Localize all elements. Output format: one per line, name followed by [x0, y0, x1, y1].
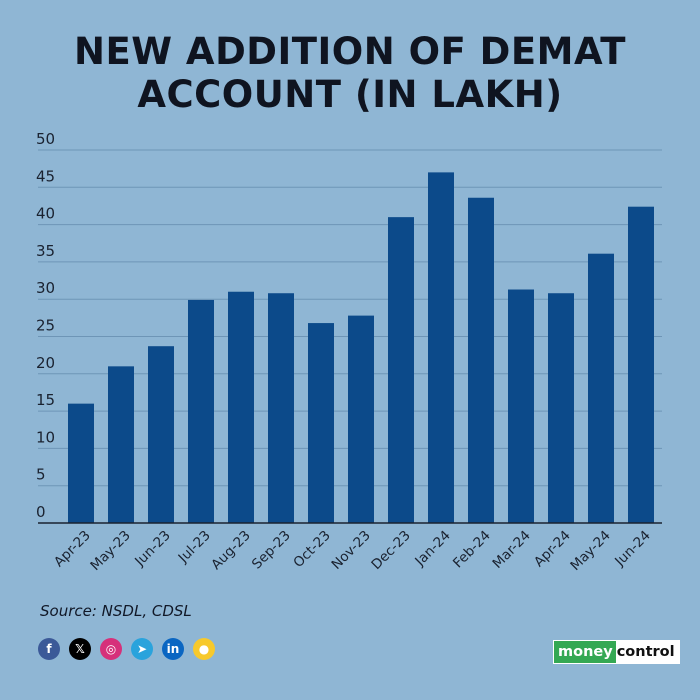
bars: [68, 172, 654, 524]
x-tick-label: Feb-24: [450, 528, 494, 572]
x-tick-label: Nov-23: [329, 528, 374, 573]
y-tick-label: 40: [36, 205, 55, 223]
y-axis-ticks: 0 5 10 15 20 25 30 35 40 45 50: [36, 130, 55, 521]
chart-title-line-2: ACCOUNT (IN LAKH): [137, 73, 563, 116]
y-tick-label: 0: [36, 503, 46, 521]
bar: [508, 289, 534, 523]
bar: [108, 366, 134, 523]
chart-title-line-1: NEW ADDITION OF DEMAT: [74, 30, 626, 73]
x-tick-label: Jun-23: [131, 528, 174, 571]
source-note: Source: NSDL, CDSL: [40, 602, 192, 620]
x-tick-label: Jun-24: [611, 528, 654, 571]
y-tick-label: 15: [36, 391, 55, 409]
bar: [188, 299, 214, 523]
x-tick-label: Oct-23: [290, 528, 333, 571]
y-tick-label: 5: [36, 466, 46, 484]
bar: [68, 403, 94, 523]
bar: [228, 291, 254, 523]
linkedin-icon[interactable]: in: [162, 638, 184, 660]
x-tick-label: May-24: [567, 528, 613, 574]
koo-icon[interactable]: ●: [193, 638, 215, 660]
social-links: f 𝕏 ◎ ➤ in ●: [38, 638, 215, 660]
x-tick-label: Jan-24: [411, 528, 453, 570]
x-tick-label: Sep-23: [249, 528, 294, 573]
bar: [388, 217, 414, 523]
bar: [468, 197, 494, 523]
bar: [588, 253, 614, 523]
chart-title: NEW ADDITION OF DEMAT ACCOUNT (IN LAKH): [0, 30, 700, 116]
y-tick-label: 35: [36, 242, 55, 260]
bar: [148, 346, 174, 523]
bar: [548, 293, 574, 523]
y-tick-label: 25: [36, 317, 55, 335]
bar: [308, 323, 334, 523]
facebook-icon[interactable]: f: [38, 638, 60, 660]
x-icon[interactable]: 𝕏: [69, 638, 91, 660]
y-tick-label: 50: [36, 130, 55, 148]
logo-part-money: money: [554, 641, 616, 663]
moneycontrol-logo[interactable]: money control: [553, 640, 680, 664]
bar: [428, 172, 454, 523]
y-tick-label: 10: [36, 428, 55, 446]
y-tick-label: 20: [36, 354, 55, 372]
y-tick-label: 45: [36, 167, 55, 185]
bar: [628, 206, 654, 524]
x-tick-label: May-23: [87, 528, 133, 574]
x-tick-label: Dec-23: [368, 528, 413, 573]
y-tick-label: 30: [36, 279, 55, 297]
logo-part-control: control: [615, 641, 679, 663]
x-tick-label: Mar-24: [490, 528, 534, 572]
bar: [268, 293, 294, 523]
bar: [348, 315, 374, 523]
x-tick-label: Aug-23: [208, 528, 254, 574]
instagram-icon[interactable]: ◎: [100, 638, 122, 660]
telegram-icon[interactable]: ➤: [131, 638, 153, 660]
